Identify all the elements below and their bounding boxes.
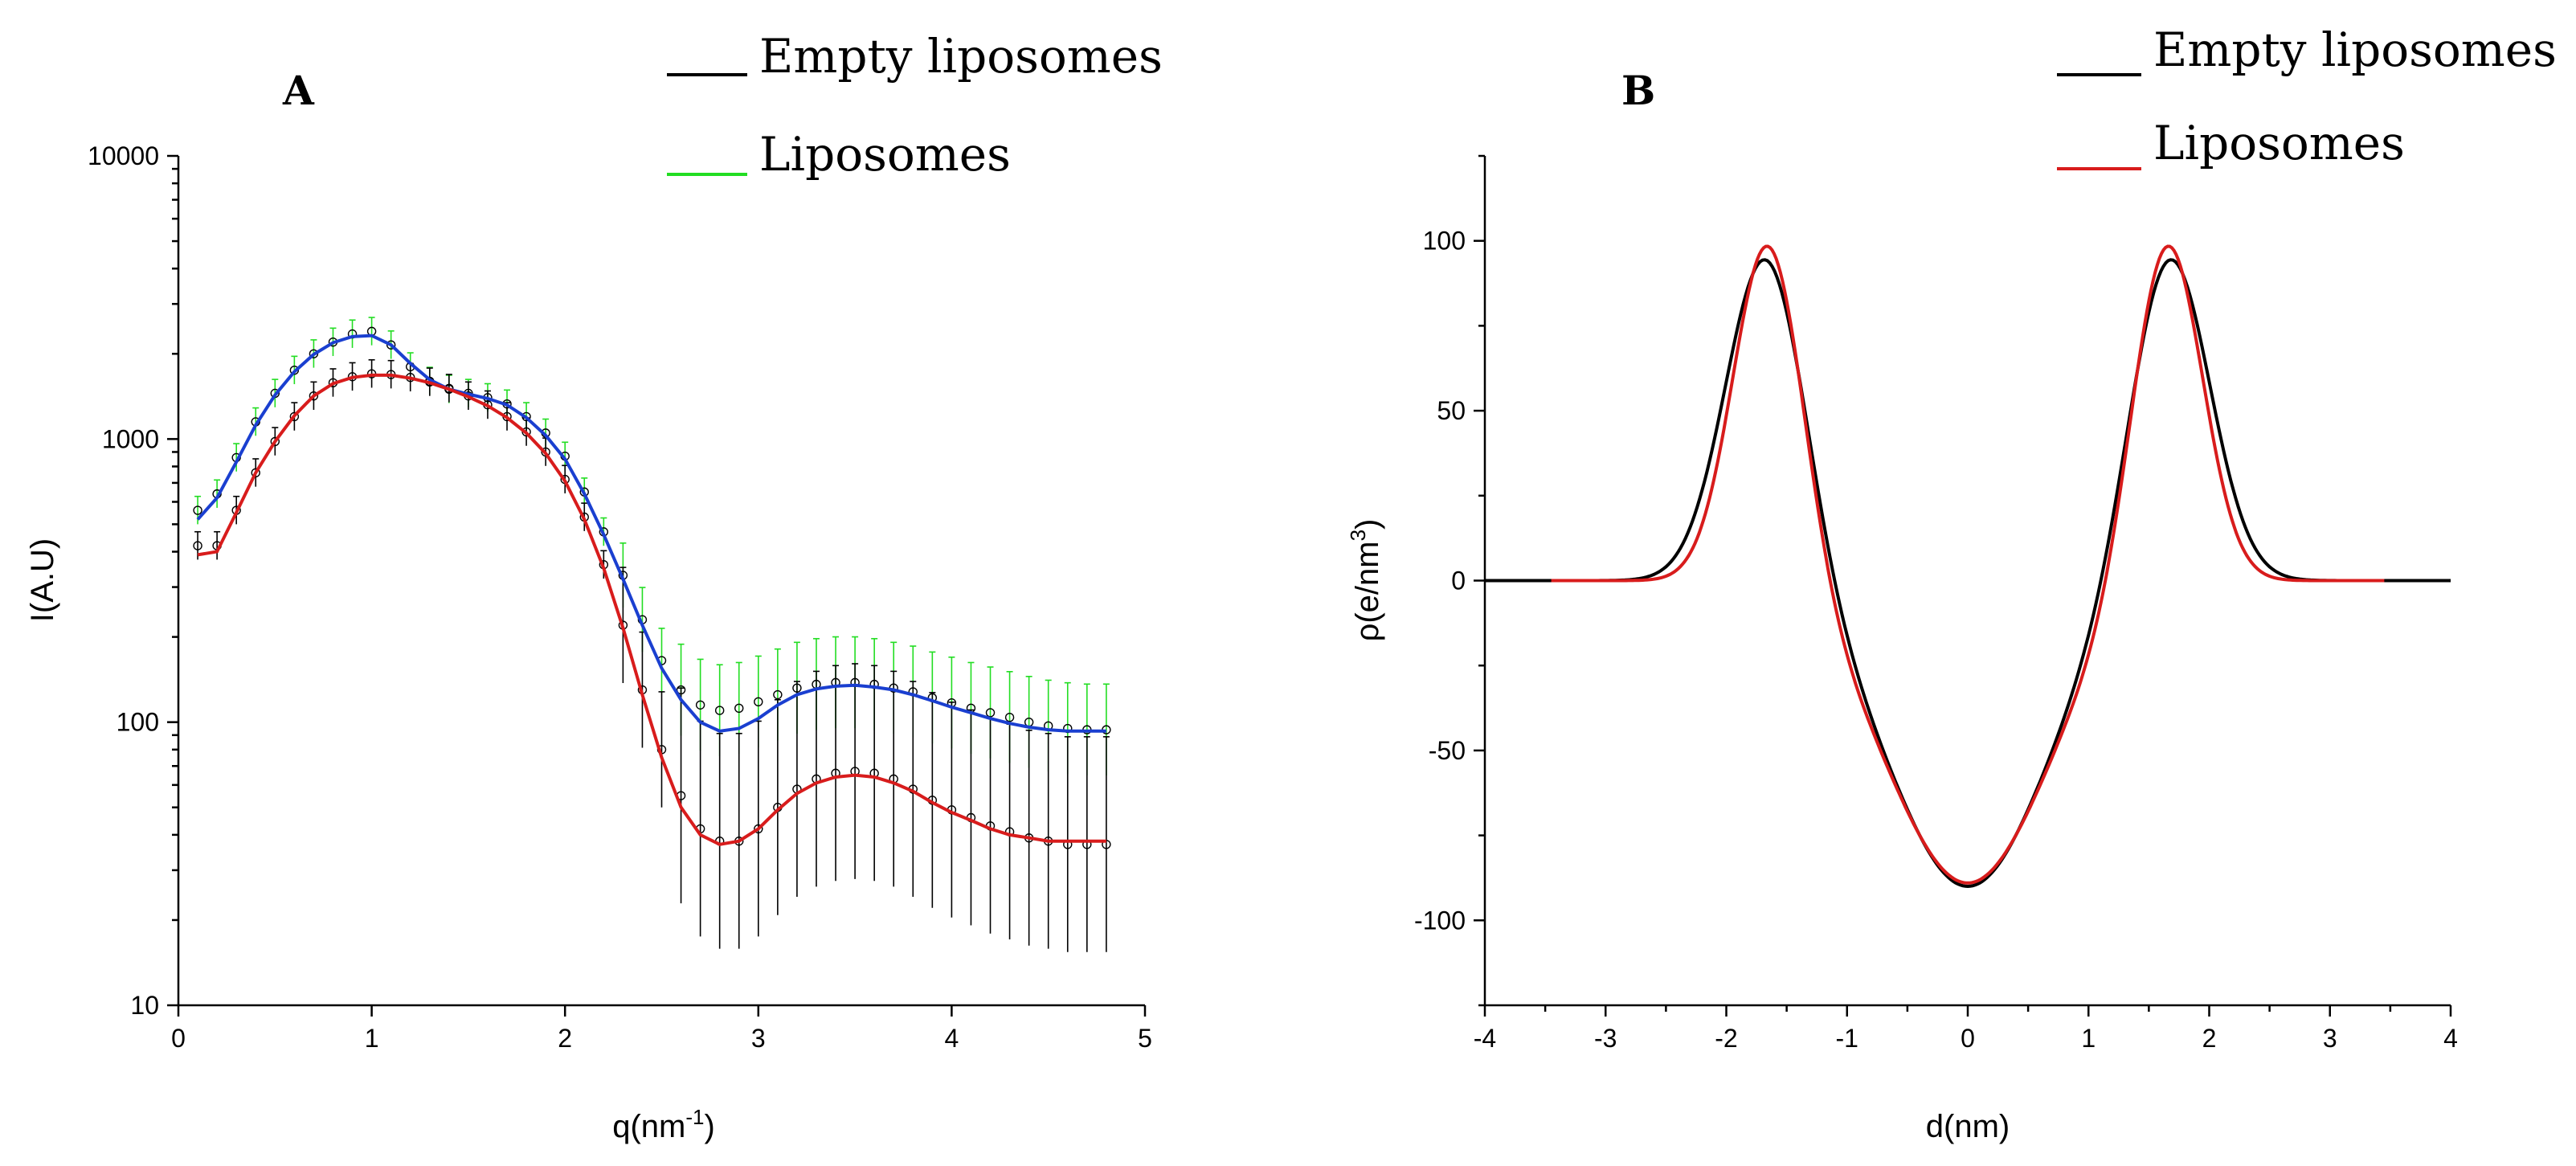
data-point [695, 700, 705, 710]
panel-a-x-label-suffix: ) [704, 1109, 714, 1144]
panel-b-y-tick-label: -100 [1414, 906, 1466, 935]
legend-b-label-empty: Empty liposomes [2153, 23, 2557, 77]
data-point [270, 436, 280, 447]
panel-b-x-tick-label: -3 [1594, 1024, 1617, 1053]
series-empty-liposomes-fit-line [197, 373, 1106, 846]
data-point [714, 706, 725, 715]
panel-b-x-axis-label: d(nm) [1926, 1109, 2010, 1144]
series-liposomes-fit-line [196, 333, 1106, 733]
panel-a-x-tick-label: 0 [171, 1024, 186, 1053]
panel-b-x-tick-label: 4 [2443, 1024, 2458, 1053]
panel-b-y-tick-label: 100 [1423, 227, 1466, 256]
panel-b-x-tick-label: 2 [2202, 1024, 2217, 1053]
series-empty-liposomes-profile [1485, 258, 2451, 889]
panel-b-y-tick-label: 0 [1451, 567, 1466, 595]
data-point [734, 703, 744, 714]
panel-b-y-tick-label: -50 [1429, 736, 1466, 765]
panel-a-ticks: 0 1 2 3 4 5 10 100 1000 10000 [88, 141, 1152, 1053]
panel-a-y-axis-label: I(A.U) [25, 538, 60, 622]
data-point [289, 411, 300, 422]
panel-b-y-label-main: ρ(e/nm [1350, 541, 1385, 641]
panel-a-x-label-main: q(nm [612, 1109, 685, 1144]
panel-a-y-tick-label: 10 [130, 991, 159, 1020]
legend-a-label-liposomes: Liposomes [759, 127, 1011, 182]
panel-b-x-tick-label: -2 [1715, 1024, 1737, 1053]
legend-a-label-empty: Empty liposomes [759, 29, 1163, 84]
data-point [386, 340, 396, 350]
data-point [773, 689, 783, 700]
panel-b-x-tick-label: -1 [1836, 1024, 1858, 1053]
panel-b-plot [1485, 244, 2451, 889]
legend-b-label-liposomes: Liposomes [2153, 116, 2405, 170]
panel-a-plot [193, 317, 1111, 952]
panel-a-y-tick-label: 100 [117, 708, 159, 737]
data-point [251, 468, 260, 478]
panel-b-y-label-suffix: ) [1350, 519, 1385, 530]
panel-b-ticks: -4 -3 -2 -1 0 1 2 3 4 -100 -50 0 50 100 [1414, 154, 2458, 1053]
panel-a-x-tick-label: 5 [1138, 1024, 1152, 1053]
panel-a: A Empty liposomes Liposomes 0 1 2 3 4 5 10 100 1… [25, 29, 1163, 1144]
panel-b-legend: Empty liposomes Liposomes [2057, 23, 2557, 170]
panel-b: B Empty liposomes Liposomes -4 -3 -2 -1 0 1 2 3… [1346, 23, 2557, 1144]
series-empty-liposomes-points [193, 358, 1111, 952]
data-point [754, 697, 763, 707]
panel-a-x-tick-label: 2 [558, 1024, 572, 1053]
panel-b-letter: B [1621, 67, 1655, 114]
data-point [754, 824, 763, 834]
data-point [193, 505, 202, 515]
series-liposomes-profile [1551, 244, 2385, 885]
data-point [193, 541, 202, 550]
panel-a-legend: Empty liposomes Liposomes [667, 29, 1163, 182]
panel-a-x-tick-label: 4 [945, 1024, 959, 1053]
panel-b-x-tick-label: 0 [1961, 1024, 1975, 1053]
panel-a-x-tick-label: 3 [751, 1024, 766, 1053]
panel-a-y-tick-label: 1000 [102, 424, 159, 453]
panel-b-x-tick-label: 3 [2323, 1024, 2337, 1053]
panel-a-x-label-sup: -1 [685, 1105, 704, 1129]
panel-b-y-axis-label: ρ(e/nm3) [1346, 519, 1385, 642]
panel-b-y-tick-label: 50 [1437, 396, 1466, 425]
panel-a-letter: A [282, 67, 315, 114]
panel-a-x-axis-label: q(nm-1) [612, 1105, 715, 1144]
panel-b-y-label-sup: 3 [1346, 530, 1370, 541]
panel-a-x-tick-label: 1 [365, 1024, 379, 1053]
data-point [985, 708, 996, 718]
panel-b-x-tick-label: -4 [1474, 1024, 1496, 1053]
data-point [1004, 712, 1015, 722]
panel-b-x-tick-label: 1 [2081, 1024, 2096, 1053]
panel-a-y-tick-label: 10000 [88, 141, 159, 170]
data-point [309, 391, 319, 401]
